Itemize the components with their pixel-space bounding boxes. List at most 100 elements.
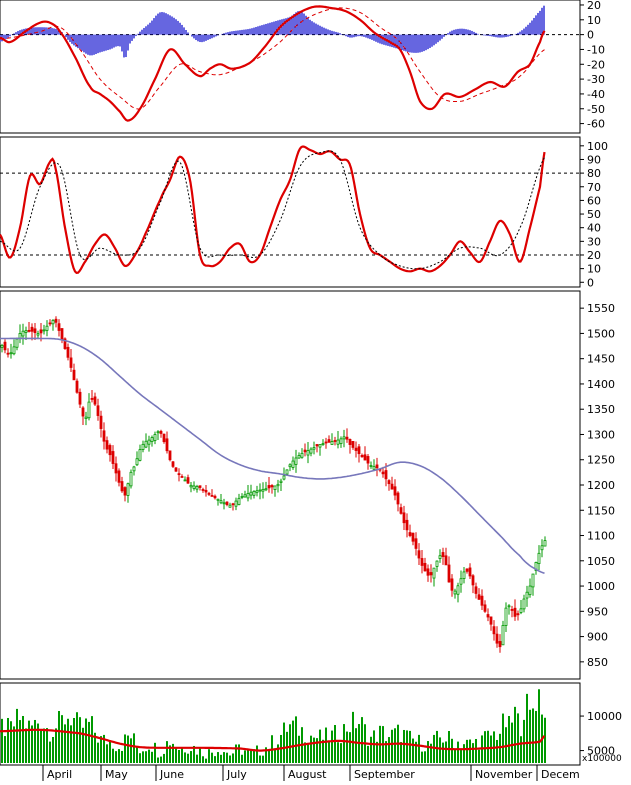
- volume-bar: [448, 731, 450, 763]
- candle-body: [108, 445, 112, 456]
- volume-bar: [496, 739, 498, 763]
- candle-body: [177, 473, 181, 476]
- candle-body: [396, 492, 400, 505]
- volume-bar: [460, 748, 462, 763]
- volume-bar: [238, 744, 240, 763]
- volume-bar: [355, 728, 357, 763]
- candle-body: [267, 485, 271, 489]
- candle-body: [312, 447, 316, 450]
- month-axis: April May June July August September November D…: [42, 765, 580, 781]
- volume-bar: [412, 738, 414, 763]
- price-y-tick-label: 1500: [587, 327, 615, 340]
- volume-bar: [211, 752, 213, 763]
- volume-bar: [58, 710, 60, 763]
- macd-y-tick-label: -60: [587, 118, 605, 131]
- volume-bar: [157, 757, 159, 763]
- candle-body: [168, 450, 172, 461]
- volume-bar: [97, 742, 99, 763]
- volume-bar: [91, 716, 93, 763]
- volume-bar: [445, 741, 447, 763]
- macd-y-tick-label: -40: [587, 88, 605, 101]
- volume-bar: [439, 737, 441, 763]
- candle-body: [522, 598, 526, 610]
- candle-body: [150, 437, 154, 443]
- volume-bar: [133, 733, 135, 763]
- candle-body: [156, 431, 160, 434]
- volume-bar: [250, 749, 252, 763]
- candle-body: [525, 591, 529, 599]
- candle-body: [381, 471, 385, 475]
- macd-macd-line: [0, 5, 546, 122]
- candle-body: [255, 490, 259, 493]
- volume-bar: [391, 729, 393, 763]
- candle-body: [366, 456, 370, 464]
- candle-body: [195, 486, 199, 490]
- candle-body: [225, 501, 229, 506]
- candle-body: [384, 470, 388, 480]
- candle-body: [330, 441, 334, 445]
- volume-bar: [7, 717, 9, 763]
- volume-bar: [352, 711, 354, 763]
- volume-bar: [148, 749, 150, 763]
- candle-body: [438, 555, 442, 559]
- volume-bar: [19, 720, 21, 763]
- candle-body: [207, 492, 211, 495]
- candle-body: [141, 443, 145, 450]
- price-y-tick-label: 1150: [587, 504, 615, 517]
- volume-bar: [472, 743, 474, 763]
- volume-bar: [184, 752, 186, 763]
- candle-body: [231, 503, 235, 506]
- price-y-tick-label: 850: [587, 656, 608, 669]
- candle-body: [339, 438, 343, 444]
- candle-body: [480, 595, 484, 606]
- candle-body: [357, 446, 361, 455]
- candle-body: [507, 605, 511, 608]
- candle-body: [270, 485, 274, 488]
- volume-bar: [256, 745, 258, 763]
- volume-bar: [394, 728, 396, 763]
- stoch-y-tick-label: 90: [587, 153, 601, 166]
- candle-body: [363, 454, 367, 461]
- candle-body: [75, 380, 79, 393]
- month-label: July: [226, 768, 247, 781]
- candle-body: [447, 564, 451, 583]
- price-y-tick-label: 1400: [587, 378, 615, 391]
- volume-bar: [169, 745, 171, 763]
- price-y-tick-label: 1300: [587, 428, 615, 441]
- candle-body: [426, 568, 430, 576]
- macd-y-tick-label: -10: [587, 43, 605, 56]
- candle-body: [516, 613, 520, 616]
- volume-bar: [109, 740, 111, 763]
- candle-body: [39, 329, 43, 334]
- candle-body: [135, 458, 139, 466]
- candle-body: [132, 466, 136, 472]
- candle-body: [210, 495, 214, 497]
- candle-body: [303, 449, 307, 453]
- volume-bar: [100, 736, 102, 763]
- volume-bar: [331, 730, 333, 763]
- stoch-y-tick-label: 80: [587, 167, 601, 180]
- volume-bar: [199, 748, 201, 763]
- volume-bar: [52, 737, 54, 763]
- candle-body: [171, 461, 175, 467]
- month-label: Decem: [541, 768, 580, 781]
- candle-body: [18, 333, 22, 339]
- candle-body: [54, 318, 58, 323]
- volume-bar: [172, 743, 174, 763]
- volume-bar: [340, 743, 342, 763]
- volume-bar: [94, 732, 96, 763]
- candle-body: [147, 439, 151, 445]
- volume-bar: [13, 726, 15, 763]
- candle-body: [285, 469, 289, 475]
- candle-body: [81, 407, 85, 417]
- volume-bar: [160, 756, 162, 763]
- candle-body: [252, 490, 256, 496]
- candle-body: [423, 562, 427, 572]
- candle-body: [273, 485, 277, 490]
- candle-body: [126, 483, 130, 496]
- volume-bar: [220, 754, 222, 763]
- candle-body: [165, 438, 169, 452]
- candle-body: [435, 560, 439, 567]
- volume-bar: [217, 752, 219, 763]
- volume-bar: [28, 720, 30, 763]
